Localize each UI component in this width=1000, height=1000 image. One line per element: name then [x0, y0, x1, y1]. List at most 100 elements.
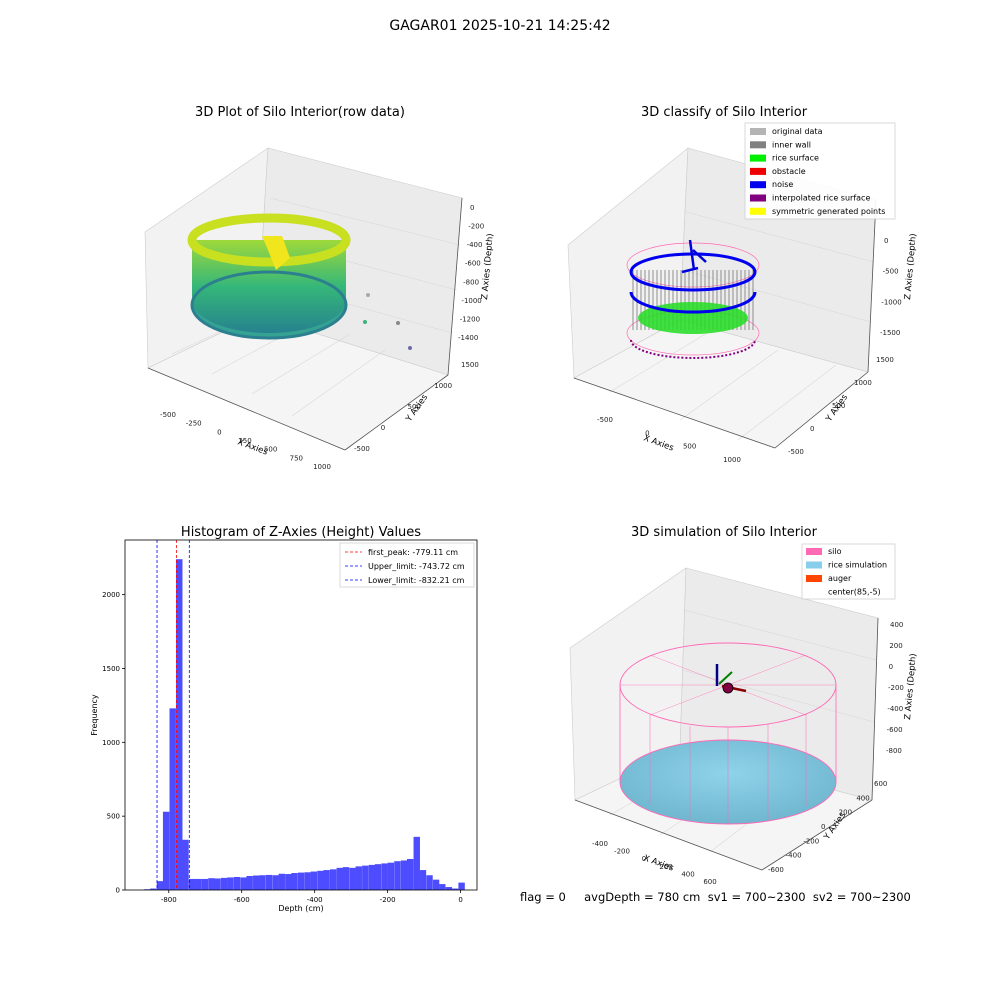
histogram-bar	[310, 871, 318, 890]
axis-tick-label: -200	[468, 223, 484, 231]
histogram-ytick-label: 500	[107, 813, 120, 821]
histogram-bar	[406, 858, 414, 890]
histogram-bar	[162, 811, 170, 890]
histogram-bar	[317, 870, 324, 890]
histogram-bar	[227, 877, 234, 890]
axis-tick-label: 0	[217, 428, 221, 436]
axis-tick-label: -1000	[461, 297, 481, 305]
status-text: flag = 0 avgDepth = 780 cm sv1 = 700~230…	[520, 890, 911, 904]
histogram-bar	[195, 878, 202, 890]
axis-tick-label: -250	[186, 420, 202, 428]
raw-3d-panel: 3D Plot of Silo Interior(row data) -500 -…	[144, 105, 496, 471]
axis-tick-label: 400	[856, 794, 869, 802]
axis-tick-label: -800	[463, 278, 479, 286]
legend-label: rice simulation	[828, 561, 887, 570]
axis-tick-label: 500	[264, 446, 277, 454]
histogram-xtick-label: -800	[161, 896, 177, 904]
axis-tick-label: -1400	[458, 334, 478, 342]
histogram-bar	[329, 869, 337, 890]
histogram-bar	[394, 861, 401, 890]
legend-label: obstacle	[772, 167, 806, 176]
histogram-bar	[362, 865, 369, 890]
legend-swatch	[806, 575, 822, 582]
axis-tick-label: 1000	[854, 379, 872, 387]
axis-tick-label: 200	[659, 863, 672, 871]
axis-tick-label: 500	[408, 403, 421, 411]
histogram-xtick-label: -400	[307, 896, 323, 904]
simulation-panel-title: 3D simulation of Silo Interior	[631, 525, 818, 540]
histogram-bar	[259, 875, 266, 890]
axis-tick-label: 200	[889, 642, 902, 650]
histogram-bar	[201, 878, 209, 890]
histogram-frame	[124, 539, 478, 891]
histogram-bar	[156, 881, 164, 890]
histogram-bar	[387, 862, 395, 890]
legend-swatch	[806, 548, 822, 555]
legend-swatch	[750, 194, 766, 202]
axis-tick-label: -1500	[880, 329, 900, 337]
axis-tick-label: 0	[884, 237, 888, 245]
histogram-ytick-label: 0	[116, 887, 120, 895]
axis-tick-label: -400	[887, 705, 903, 713]
axis-tick-label: 0	[889, 663, 893, 671]
classify-point-cloud	[626, 239, 760, 359]
axis-tick-label: -1200	[460, 315, 480, 323]
histogram-bar	[413, 836, 420, 890]
histogram-xtick-label: -200	[380, 896, 396, 904]
histogram-bar	[176, 559, 183, 890]
axis-tick-label: -600	[887, 726, 903, 734]
axis-tick-label: 400	[890, 621, 903, 629]
histogram-bar	[419, 870, 427, 890]
histogram-bar	[272, 875, 279, 890]
histogram-bar	[458, 882, 465, 890]
legend-label: center(85,-5)	[828, 588, 881, 597]
histogram-bar	[439, 884, 446, 890]
axis-tick-label: 600	[874, 780, 887, 788]
histogram-bar	[368, 864, 376, 890]
axis-tick-label: -1000	[881, 298, 901, 306]
histogram-bar	[342, 867, 350, 890]
axis-tick-label: -200	[803, 837, 819, 845]
histogram-bar	[169, 708, 176, 890]
axis-tick-label: 400	[681, 870, 694, 878]
histogram-bars	[143, 559, 465, 890]
axis-tick-label: -800	[886, 747, 902, 755]
simulation-auger	[715, 664, 747, 694]
histogram-bar	[220, 877, 228, 890]
axis-tick-label: -400	[592, 840, 608, 848]
histogram-bar	[381, 863, 388, 890]
axis-tick-label: 500	[683, 443, 696, 451]
histogram-bar	[291, 873, 298, 890]
histogram-bar	[426, 875, 433, 890]
legend-label: interpolated rice surface	[772, 194, 870, 203]
histogram-bar	[240, 877, 247, 890]
raw-panel-title: 3D Plot of Silo Interior(row data)	[195, 105, 405, 120]
axis-tick-label: 750	[290, 454, 303, 462]
simulation-silo	[619, 642, 837, 825]
legend-label: original data	[772, 127, 823, 136]
legend-swatch	[750, 181, 766, 189]
classify-zlabel: Z Axies (Depth)	[903, 233, 919, 300]
histogram-bar	[304, 872, 311, 890]
axis-tick-label: -400	[467, 241, 483, 249]
legend-swatch	[750, 167, 766, 175]
simulation-3d-panel: 3D simulation of Silo Interior	[569, 525, 919, 886]
histogram-legend-label: Lower_limit: -832.21 cm	[368, 576, 465, 585]
axis-tick-label: 1500	[461, 361, 479, 369]
axis-tick-label: -500	[160, 411, 176, 419]
histogram-bar	[265, 874, 273, 890]
simulation-zlabel: Z Axies (Depth)	[903, 653, 919, 720]
simulation-legend: silo rice simulation auger center(85,-5)	[801, 543, 896, 600]
histogram-bar	[297, 872, 305, 890]
histogram-ytick-label: 2000	[102, 591, 120, 599]
raw-point-cloud	[187, 213, 412, 350]
legend-swatch	[750, 154, 766, 162]
histogram-bar	[278, 873, 285, 890]
axis-tick-label: 1500	[876, 356, 894, 364]
histogram-bar	[233, 877, 241, 890]
histogram-panel: Histogram of Z-Axies (Height) Values -80…	[90, 525, 478, 913]
legend-label: auger	[828, 574, 852, 583]
axis-tick-label: -600	[465, 260, 481, 268]
histogram-bar	[349, 867, 356, 890]
histogram-ytick-label: 1500	[102, 665, 120, 673]
